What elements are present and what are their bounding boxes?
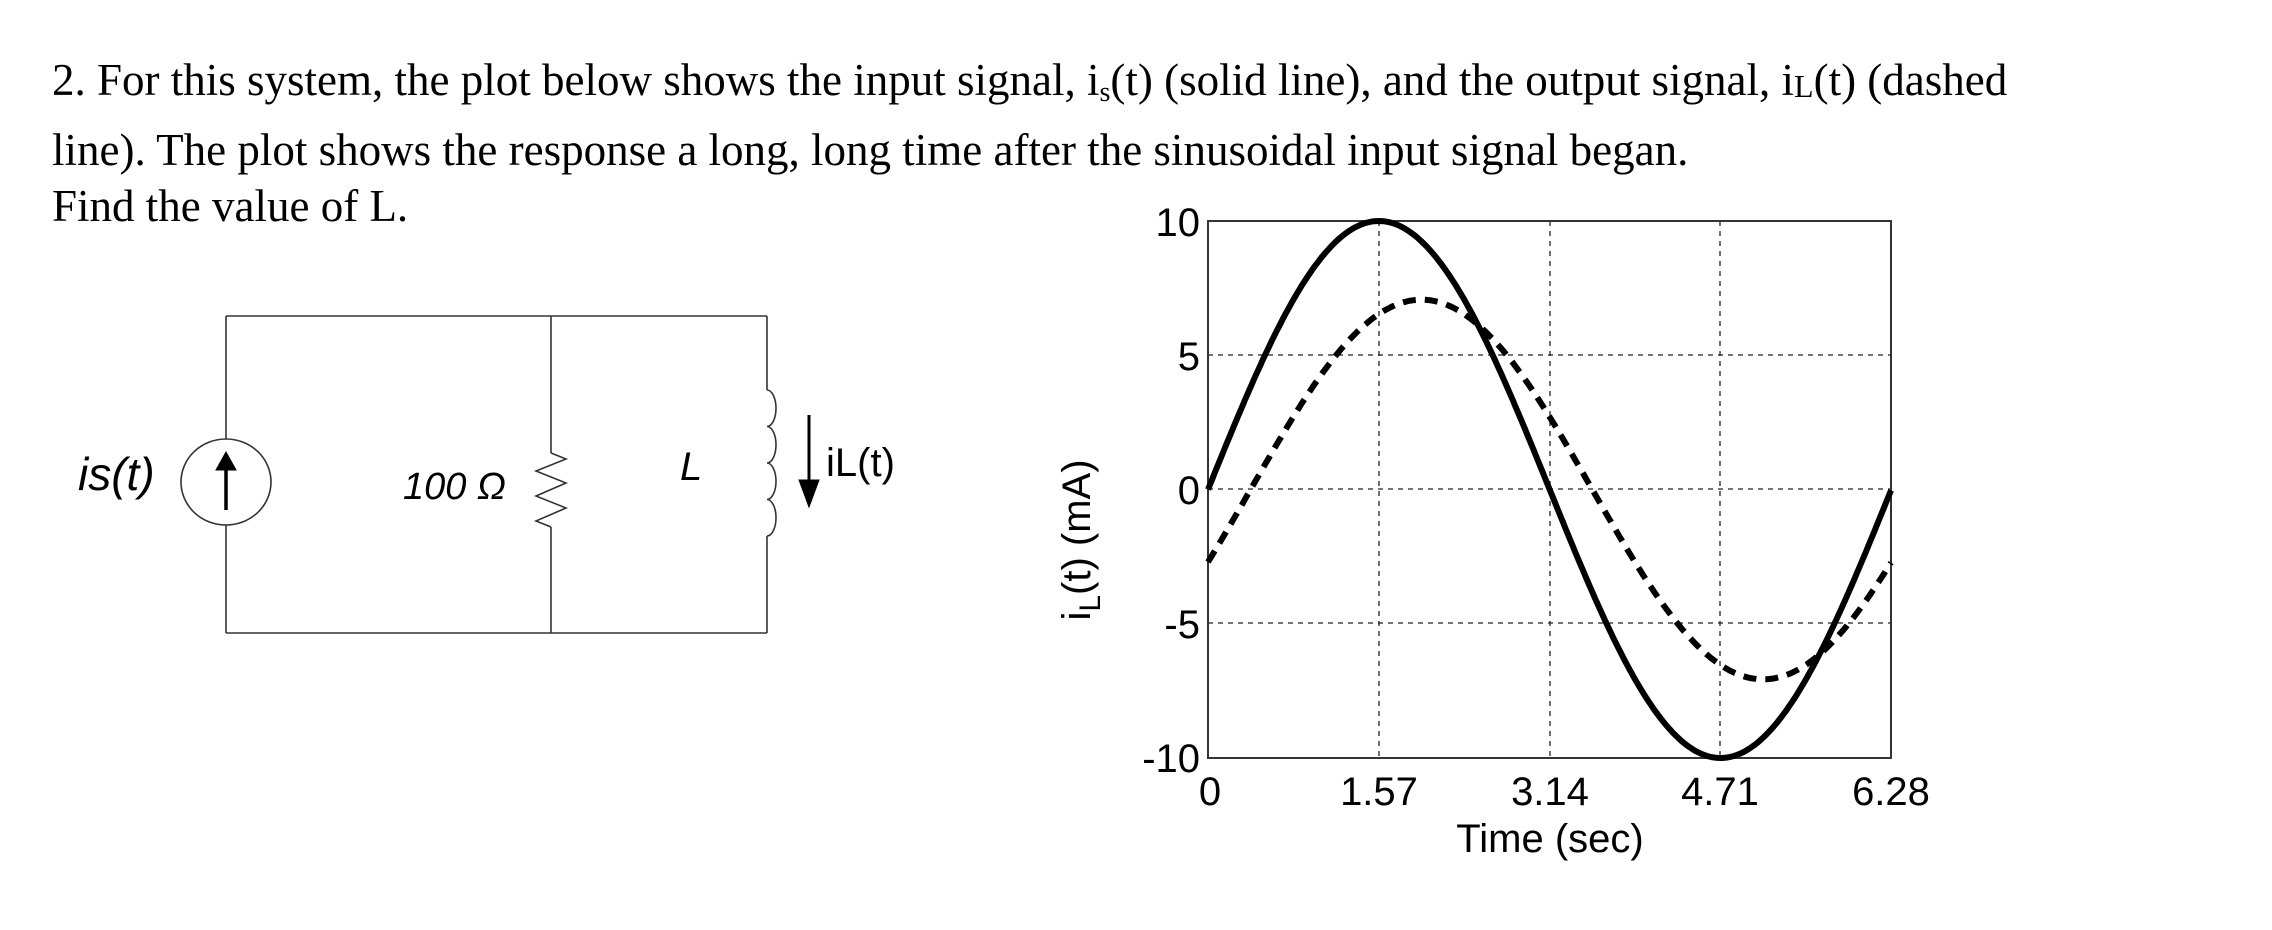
input-signal-solid-line [1205,218,1894,761]
current-source-up-arrow-icon [180,438,272,526]
x-tick-labels: 0 1.57 3.14 4.71 6.28 [1199,770,1930,814]
resistor-zigzag-icon [533,452,569,528]
x-tick-6-28: 6.28 [1852,770,1930,814]
circuit-diagram [180,315,820,634]
y-axis-label-i: i [1055,612,1099,621]
y-tick-0: 0 [1178,469,1200,513]
plot-area [1205,218,1894,761]
inductor-current-label: iL(t) [826,441,895,485]
problem-statement: 2. For this system, the plot below shows… [52,52,2252,235]
problem-line-2: line). The plot shows the response a lon… [52,124,1689,175]
y-axis-label-sub: L [1074,595,1107,612]
y-axis-label-rest: (t) (mA) [1055,459,1099,595]
problem-number: 2. [52,55,86,105]
inductor-label: L [680,445,702,489]
x-tick-4-71: 4.71 [1681,770,1759,814]
y-axis-label: iL(t) (mA) [1055,459,1107,620]
y-tick-minus5: -5 [1164,603,1200,647]
problem-line-3: Find the value of L. [52,181,409,231]
current-direction-arrow-icon [798,415,820,509]
y-tick-10: 10 [1156,201,1201,245]
x-axis-label: Time (sec) [1456,817,1643,861]
output-signal-dashed-line [1205,296,1894,683]
x-tick-3-14: 3.14 [1511,770,1589,814]
problem-line-1: 2. For this system, the plot below shows… [52,55,2008,108]
x-tick-1-57: 1.57 [1340,770,1418,814]
y-tick-labels: 10 5 0 -5 -10 [1142,201,1200,781]
x-tick-0: 0 [1199,770,1221,814]
y-tick-5: 5 [1178,335,1200,379]
inductor-coil-icon [766,389,777,537]
resistor-label: 100 Ω [403,466,506,508]
source-label: is(t) [78,448,155,500]
y-tick-minus10: -10 [1142,737,1200,781]
